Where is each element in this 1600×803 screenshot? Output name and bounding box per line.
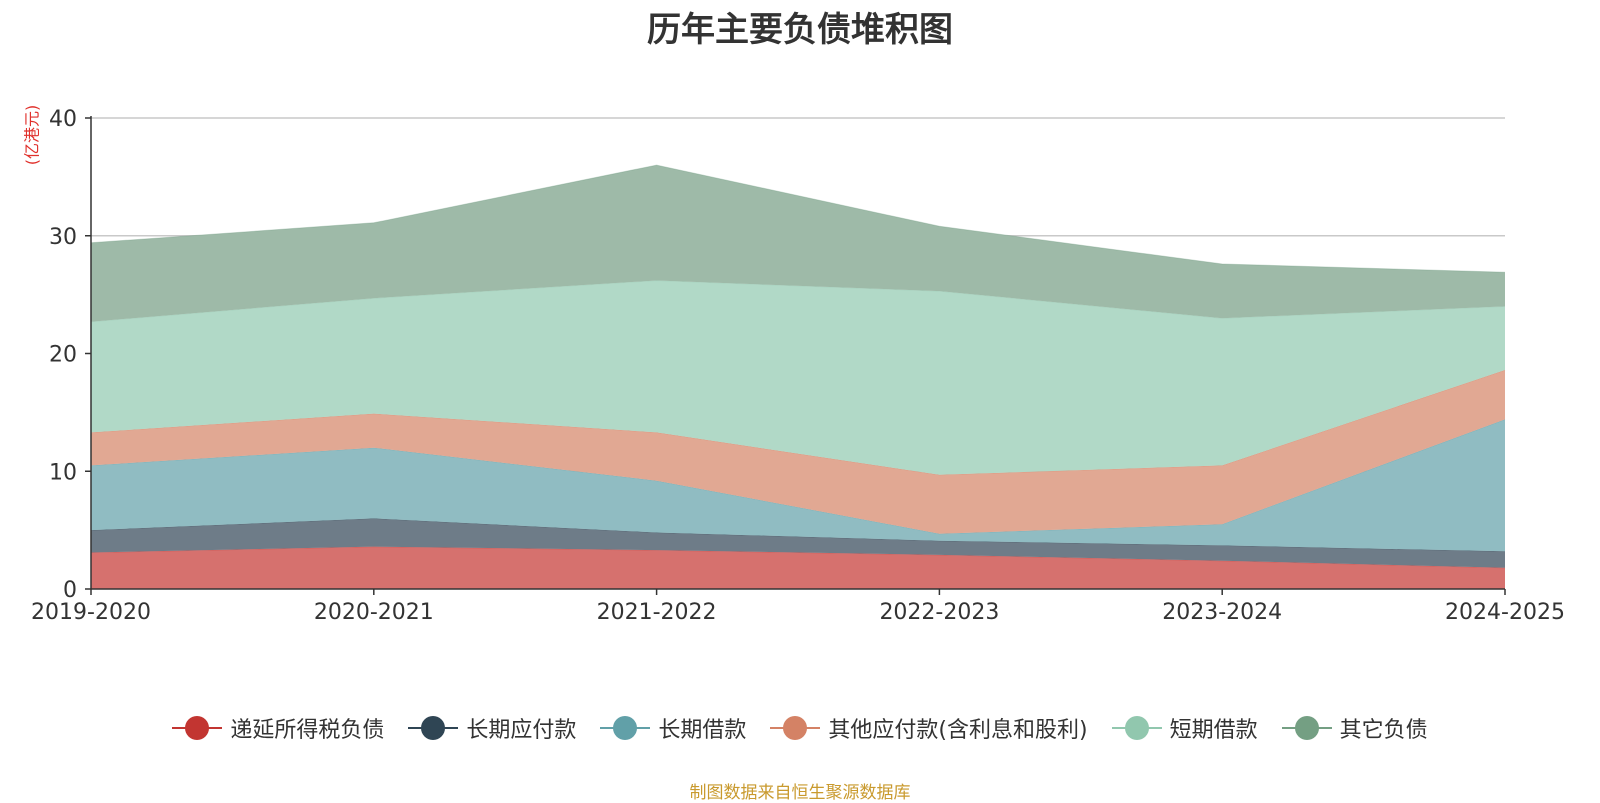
area-series-1 [91,546,1505,589]
legend-label: 短期借款 [1169,718,1258,743]
legend: 递延所得税负债 长期应付款 长期借款 其他应付款(含利息和股利) 短期借款 其它负债 [0,712,1600,744]
legend-label: 其它负债 [1339,718,1428,743]
legend-swatch-dot [1294,716,1319,740]
series-line-6 [90,164,1506,273]
area-series-4 [91,370,1505,534]
area-series-5 [91,280,1505,475]
legend-swatch-dot [613,716,638,740]
legend-item[interactable]: 其它负债 [1281,712,1428,744]
x-tick-label: 2021-2022 [597,600,717,625]
data-source-note: 制图数据来自恒生聚源数据库 [689,783,911,803]
legend-swatch-dot [1124,716,1149,740]
area-series-group [90,164,1506,589]
legend-label: 递延所得税负债 [230,718,385,743]
area-series-6 [91,165,1505,322]
legend-swatch [1281,716,1332,740]
x-tick-label: 2023-2024 [1162,600,1282,625]
legend-swatch-dot [421,716,446,740]
legend-label: 长期借款 [658,718,747,743]
x-tick-label: 2022-2023 [879,600,999,625]
axes [85,116,1506,595]
stacked-area-chart: 0 10 20 30 40 2019-2020 2020-2021 2021-2022 2022… [31,107,1565,625]
y-tick-label: 0 [63,578,77,603]
legend-swatch [770,716,821,740]
legend-item[interactable]: 其他应付款(含利息和股利) [770,712,1088,744]
y-tick-label: 40 [49,107,77,132]
legend-swatch [1111,716,1162,740]
area-series-3 [91,419,1505,552]
x-tick-label: 2019-2020 [31,600,151,625]
legend-item[interactable]: 长期借款 [600,712,746,744]
legend-swatch [172,716,223,740]
area-series-2 [91,518,1505,568]
legend-swatch [600,716,651,740]
legend-swatch-dot [185,716,210,740]
x-tick-label: 2020-2021 [314,600,434,625]
chart-title: 历年主要负债堆积图 [647,10,953,50]
legend-item[interactable]: 短期借款 [1111,712,1258,744]
x-tick-label: 2024-2025 [1445,600,1565,625]
legend-item[interactable]: 长期应付款 [408,712,576,744]
legend-swatch-dot [783,716,808,740]
y-tick-label: 20 [49,343,77,368]
y-tick-label: 30 [49,225,77,250]
legend-label: 长期应付款 [466,718,577,743]
legend-label: 其他应付款(含利息和股利) [828,718,1088,743]
legend-swatch [408,716,459,740]
legend-item[interactable]: 递延所得税负债 [172,712,384,744]
y-tick-label: 10 [49,460,77,485]
tick-labels: 0 10 20 30 40 2019-2020 2020-2021 2021-2022 2022… [31,107,1565,625]
